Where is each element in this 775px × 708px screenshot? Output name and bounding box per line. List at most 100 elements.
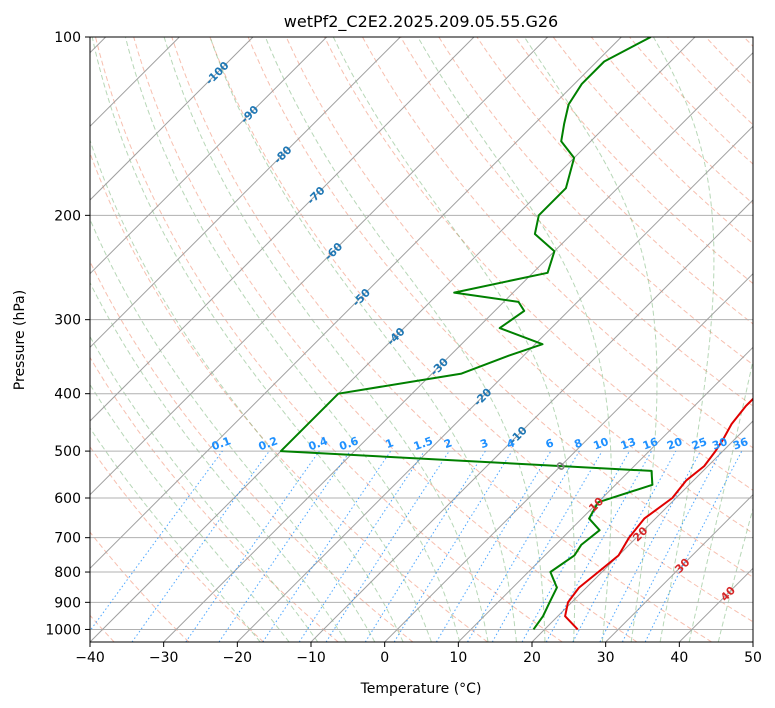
y-tick-label: 1000 xyxy=(45,622,81,638)
moist-adiabat xyxy=(91,37,432,642)
moist-adiabat xyxy=(332,37,576,642)
x-tick-label: 40 xyxy=(670,650,688,666)
axis-ticks: −40 −30 −20 −10 0 10 20 30 40 5010020030040050060… xyxy=(45,30,762,666)
x-tick-label: −20 xyxy=(223,650,253,666)
mixing-ratio-line xyxy=(435,450,552,642)
mixing-ratio-label: 6 xyxy=(544,436,556,451)
dry-adiabat xyxy=(514,37,753,285)
isotherm-label: -60 xyxy=(322,240,345,263)
dry-adiabat xyxy=(133,37,638,642)
mixing-ratio-label: 4 xyxy=(505,436,517,451)
moist-adiabat xyxy=(90,138,404,642)
dry-adiabat xyxy=(705,37,753,87)
isotherm xyxy=(236,125,753,642)
isotherm xyxy=(90,37,696,642)
moist-adiabat xyxy=(90,335,319,642)
line-labels: 0.1 0.2 0.4 0.6 1 1.5 2 3 4 6 8 10 13 16 20 25 30 36-100-… xyxy=(203,59,750,604)
mixing-ratio-line xyxy=(131,450,270,642)
temperature-profile xyxy=(564,397,753,631)
dry-adiabat xyxy=(90,356,339,642)
y-axis-label: Pressure (hPa) xyxy=(12,290,28,390)
isotherm xyxy=(163,51,753,642)
mixing-ratio-label: 0.4 xyxy=(307,434,330,453)
mixing-ratio-label: 25 xyxy=(690,435,709,452)
dry-adiabat xyxy=(90,445,264,642)
x-tick-label: 10 xyxy=(449,650,467,666)
y-tick-label: 500 xyxy=(54,444,81,460)
mixing-ratio-label: 0.6 xyxy=(338,434,361,453)
isotherm xyxy=(90,37,549,496)
x-tick-label: 50 xyxy=(744,650,762,666)
dry-adiabat xyxy=(247,37,753,578)
background-lines xyxy=(90,37,753,642)
mixing-ratio-label: 20 xyxy=(665,435,684,453)
moist-adiabat xyxy=(717,506,753,642)
dry-adiabat xyxy=(438,37,753,366)
mixing-ratio-line xyxy=(364,450,486,642)
dry-adiabat xyxy=(667,37,753,126)
mixing-ratio-label: 13 xyxy=(619,435,638,452)
mixing-ratio-line xyxy=(185,450,320,642)
dry-adiabat xyxy=(362,37,753,449)
dry-adiabat xyxy=(285,37,753,534)
x-axis-label: Temperature (°C) xyxy=(360,681,482,697)
mixing-ratio-line xyxy=(572,450,677,642)
x-tick-label: −40 xyxy=(75,650,105,666)
dry-adiabat xyxy=(323,37,753,491)
isotherm xyxy=(90,37,254,201)
y-tick-label: 400 xyxy=(54,387,81,403)
dry-adiabat xyxy=(171,37,712,642)
plot-frame xyxy=(89,36,754,643)
x-tick-label: −30 xyxy=(149,650,179,666)
mixing-ratio-line xyxy=(491,450,603,642)
y-tick-label: 300 xyxy=(54,313,81,329)
isotherm xyxy=(457,346,753,642)
dry-adiabat xyxy=(209,37,753,623)
mixing-ratio-label: 1.5 xyxy=(412,434,435,453)
mixing-ratio-line xyxy=(262,450,392,642)
moist-adiabat xyxy=(688,357,753,642)
y-tick-label: 700 xyxy=(54,531,81,547)
mixing-ratio-line xyxy=(325,450,450,642)
dewpoint-profile xyxy=(279,37,654,630)
y-tick-label: 900 xyxy=(54,595,81,611)
moist-adiabat xyxy=(90,218,376,642)
dry-adiabat xyxy=(90,151,488,642)
mixing-ratio-line xyxy=(298,450,425,642)
mixing-ratio-label: 0.2 xyxy=(257,434,280,453)
mixing-ratio-line xyxy=(218,450,351,642)
mixing-ratio-label: 30 xyxy=(710,435,729,453)
mixing-ratio-label: 16 xyxy=(641,435,660,453)
dry-adiabat xyxy=(590,37,753,205)
isotherm xyxy=(678,567,753,642)
isotherm xyxy=(310,199,753,642)
moist-adiabat xyxy=(523,37,658,642)
x-tick-label: −10 xyxy=(296,650,326,666)
y-tick-label: 600 xyxy=(54,491,81,507)
x-tick-label: 0 xyxy=(380,650,389,666)
isotherm xyxy=(605,493,753,642)
mixing-ratio-line xyxy=(393,450,513,642)
isotherm xyxy=(384,272,753,642)
y-tick-label: 800 xyxy=(54,565,81,581)
isotherm xyxy=(90,37,622,570)
dry-adiabat xyxy=(552,37,753,245)
isotherm xyxy=(752,641,753,642)
mixing-ratio-label: 0.1 xyxy=(210,434,233,453)
mixing-ratio-line xyxy=(599,450,701,642)
chart-title: wetPf2_C2E2.2025.209.05.55.G26 xyxy=(284,12,558,32)
mixing-ratio-line xyxy=(545,450,653,642)
isotherm-label: -90 xyxy=(238,103,261,126)
mixing-ratio-label: 8 xyxy=(572,436,584,451)
isotherm xyxy=(90,37,475,422)
dry-adiabat xyxy=(95,37,563,642)
isotherm xyxy=(90,37,401,349)
mixing-ratio-label: 3 xyxy=(478,436,490,451)
moist-adiabat xyxy=(124,37,461,642)
moist-adiabat xyxy=(163,37,489,642)
isotherm xyxy=(531,420,753,642)
dry-adiabat xyxy=(400,37,753,407)
moist-adiabat xyxy=(209,37,517,642)
mixing-ratio-line xyxy=(621,450,722,642)
